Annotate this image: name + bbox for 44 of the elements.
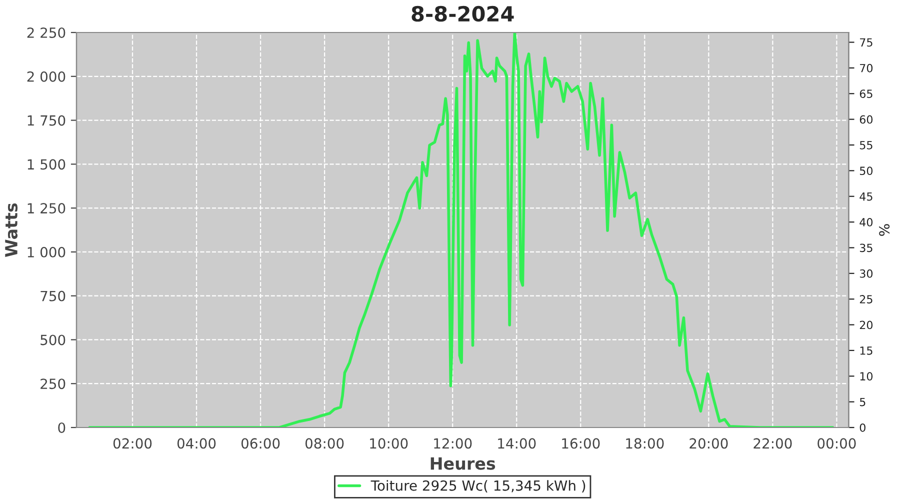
x-tick-label: 12:00 <box>434 438 472 449</box>
x-tick-label: 04:00 <box>177 438 216 449</box>
x-tick-label: 14:00 <box>498 438 536 449</box>
y2-tick-label: 40 <box>860 218 873 226</box>
y-tick-label: 1 500 <box>28 159 66 170</box>
chart-title: 8-8-2024 <box>412 6 514 22</box>
x-tick-label: 02:00 <box>113 438 152 449</box>
y2-tick-label: 35 <box>860 244 872 252</box>
y2-tick-label: 15 <box>860 346 872 355</box>
y-tick-label: 2 000 <box>27 71 66 82</box>
x-tick-label: 10:00 <box>370 438 408 449</box>
x-tick-label: 22:00 <box>754 438 792 449</box>
y2-tick-label: 70 <box>860 64 873 72</box>
y-tick-label: 500 <box>40 334 66 346</box>
y2-tick-label: 5 <box>860 398 866 406</box>
y2-tick-label: 55 <box>860 141 872 150</box>
x-tick-label: 18:00 <box>626 438 664 449</box>
y2-tick-label: 20 <box>860 320 873 330</box>
y-tick-label: 1 000 <box>28 246 66 258</box>
y2-tick-label: 30 <box>860 269 873 278</box>
y2-tick-label: 50 <box>860 166 873 176</box>
y-tick-label: 750 <box>40 290 66 302</box>
y-tick-label: 1 250 <box>28 203 66 214</box>
y2-tick-label: 65 <box>860 90 872 98</box>
legend-label: Toiture 2925 Wc( 15,345 kWh ) <box>370 480 586 492</box>
y2-tick-label: 10 <box>860 372 873 381</box>
x-tick-label: 08:00 <box>305 438 344 449</box>
x-tick-label: 16:00 <box>562 438 600 449</box>
y-tick-label: 2 250 <box>27 27 66 38</box>
y2-tick-label: 75 <box>860 38 872 47</box>
x-tick-label: 06:00 <box>241 438 280 449</box>
y2-tick-label: 45 <box>860 192 872 201</box>
line-series <box>88 32 834 428</box>
y-tick-label: 0 <box>58 422 66 433</box>
x-axis-title: Heures <box>430 457 496 470</box>
x-tick-label: 00:00 <box>818 438 856 449</box>
y2-tick-label: 0 <box>860 423 866 432</box>
y2-axis-title: % <box>879 224 890 236</box>
y-axis-title: Watts <box>5 203 18 257</box>
y-tick-label: 1 750 <box>28 115 66 126</box>
y2-tick-label: 25 <box>860 295 872 304</box>
y2-tick-label: 60 <box>860 115 873 124</box>
y-tick-label: 250 <box>40 378 66 390</box>
x-tick-label: 20:00 <box>690 438 728 449</box>
